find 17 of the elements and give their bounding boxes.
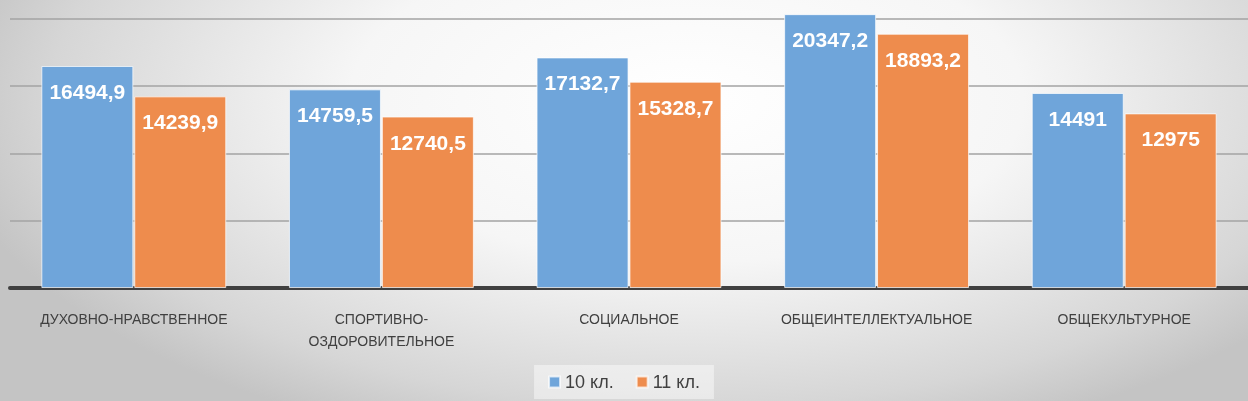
data-label: 18893,2 (885, 47, 962, 71)
x-tick-label: ОБЩЕКУЛЬТУРНОЕ (1057, 311, 1191, 327)
legend-label: 10 кл. (565, 372, 614, 392)
data-label: 16494,9 (49, 80, 126, 104)
legend-label: 11 кл. (652, 372, 700, 392)
data-label: 14239,9 (142, 110, 219, 134)
data-label: 12740,5 (389, 130, 467, 154)
x-tick-label: ОБЩЕИНТЕЛЛЕКТУАЛЬНОЕ (780, 311, 973, 327)
x-tick-label: СОЦИАЛЬНОЕ (579, 311, 679, 327)
data-label: 14491 (1048, 106, 1108, 130)
data-label: 15328,7 (637, 95, 714, 119)
x-tick-label: ДУХОВНО-НРАВСТВЕННОЕ (40, 311, 228, 327)
data-label: 20347,2 (792, 28, 869, 52)
data-label: 12975 (1141, 127, 1201, 151)
data-label: 17132,7 (544, 71, 621, 95)
data-label: 14759,5 (296, 103, 374, 127)
x-tick-label: СПОРТИВНО-ОЗДОРОВИТЕЛЬНОЕ (308, 311, 455, 349)
